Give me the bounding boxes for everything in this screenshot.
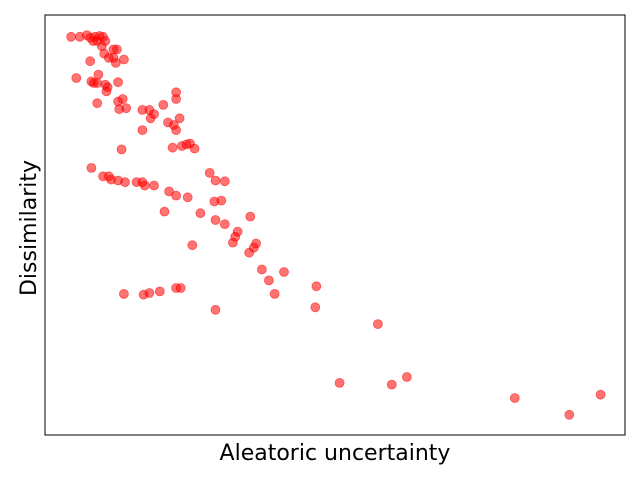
data-point [144, 288, 155, 298]
data-point [245, 211, 256, 222]
data-point [158, 100, 169, 110]
data-point [93, 69, 104, 80]
data-point [279, 267, 289, 277]
data-point [175, 283, 186, 293]
data-point [210, 175, 221, 186]
data-point [171, 94, 182, 104]
data-point [564, 409, 575, 420]
data-point [85, 56, 96, 67]
data-point [171, 190, 182, 201]
data-point [219, 219, 230, 230]
data-point [116, 144, 127, 155]
data-point [195, 208, 206, 219]
data-point [159, 206, 170, 217]
data-point [66, 31, 76, 42]
data-point [182, 192, 193, 203]
data-point [174, 113, 185, 124]
data-point [113, 77, 123, 88]
data-point [92, 78, 103, 88]
data-point [216, 195, 227, 206]
data-point [149, 180, 159, 191]
data-point [189, 143, 200, 154]
data-point [101, 86, 112, 97]
data-point [386, 379, 397, 390]
data-point [119, 288, 129, 299]
data-points [66, 30, 606, 420]
data-point [92, 98, 103, 109]
data-point [187, 240, 198, 251]
data-point [310, 302, 321, 313]
data-point [219, 176, 230, 187]
data-point [256, 264, 267, 275]
data-point [171, 125, 182, 136]
data-point [263, 275, 274, 286]
data-point [88, 36, 98, 46]
data-point [137, 125, 148, 136]
data-point [120, 177, 130, 188]
data-point [595, 389, 606, 400]
data-point [145, 113, 156, 124]
x-axis-label: Aleatoric uncertainty [220, 441, 451, 466]
data-point [119, 54, 129, 65]
data-point [86, 162, 97, 173]
data-point [110, 58, 121, 68]
data-point [71, 73, 82, 83]
data-point [210, 215, 221, 225]
data-point [227, 237, 238, 248]
data-point [372, 319, 383, 330]
plot-frame [44, 14, 626, 436]
data-point [204, 167, 215, 178]
data-point [401, 372, 412, 382]
data-point [334, 377, 345, 388]
data-point [112, 44, 122, 55]
data-point [154, 286, 165, 297]
data-point [269, 288, 280, 299]
data-point [210, 304, 221, 315]
data-point [509, 393, 520, 403]
data-point [244, 247, 255, 258]
y-axis-label: Dissimilarity [17, 160, 42, 296]
data-point [311, 281, 322, 292]
data-point [139, 180, 150, 191]
data-point [114, 104, 125, 114]
data-point [167, 142, 178, 153]
